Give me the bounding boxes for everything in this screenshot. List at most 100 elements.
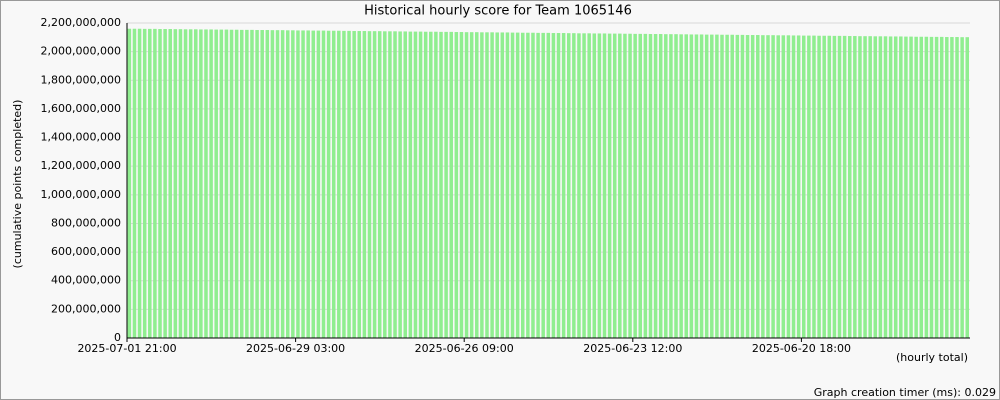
bar (745, 35, 750, 338)
bar (587, 33, 591, 339)
bar (832, 35, 837, 339)
y-tick-label: 2,000,000,000 (41, 45, 121, 58)
bar (945, 37, 949, 338)
bar (250, 29, 254, 338)
bar (965, 37, 969, 339)
bar (362, 31, 367, 338)
bar (337, 30, 341, 339)
bar (730, 34, 734, 339)
bar (526, 32, 530, 339)
bar (418, 31, 423, 338)
bar (628, 33, 632, 338)
bar (756, 35, 760, 338)
y-tick-label: 400,000,000 (51, 274, 121, 287)
bar (475, 32, 479, 338)
bar (505, 32, 510, 338)
bar (321, 30, 326, 339)
bar (403, 31, 407, 339)
bar (955, 37, 959, 338)
bar (704, 34, 709, 339)
bar (761, 35, 765, 338)
bar (638, 33, 643, 339)
x-tick-label: 2025-07-01 21:00 (77, 342, 176, 355)
y-tick-label: 1,400,000,000 (41, 131, 121, 144)
bar (301, 30, 305, 338)
bar (331, 30, 336, 339)
bar (347, 30, 351, 338)
bar (367, 31, 372, 338)
bar (791, 35, 796, 338)
bar (209, 29, 213, 339)
bar (388, 31, 392, 339)
bar (316, 30, 321, 339)
bar (546, 32, 551, 338)
bar (786, 35, 791, 339)
bar (153, 28, 157, 339)
bar (495, 32, 499, 338)
bar (454, 32, 459, 339)
bar (750, 35, 755, 338)
bar (623, 33, 627, 338)
bar (771, 35, 775, 338)
y-tick-label: 1,200,000,000 (41, 159, 121, 172)
bar (863, 36, 867, 338)
bar (924, 36, 929, 338)
bar (648, 34, 653, 339)
bar (847, 36, 852, 339)
bar (199, 29, 203, 339)
bar (214, 29, 218, 338)
bar (904, 36, 908, 339)
bar (449, 31, 453, 339)
bar (899, 36, 903, 338)
bar (352, 31, 356, 338)
bar (766, 35, 770, 338)
bar (234, 29, 239, 338)
bar (500, 32, 505, 338)
bar (444, 31, 448, 339)
bar (827, 35, 832, 338)
bar (837, 35, 842, 339)
bar (541, 32, 545, 338)
bar (521, 32, 525, 339)
bar (842, 35, 847, 339)
bar (194, 29, 198, 339)
footer: Graph creation timer (ms): 0.029 (814, 386, 996, 399)
bar (490, 32, 494, 338)
y-tick-label: 0 (114, 331, 121, 344)
bar (183, 29, 188, 339)
bar (158, 29, 162, 338)
bar (812, 35, 816, 338)
bar (934, 36, 939, 338)
bar (434, 31, 438, 338)
bar (776, 35, 780, 339)
bar (740, 34, 745, 338)
bar (939, 36, 944, 338)
bar (817, 35, 821, 338)
bar (423, 31, 428, 338)
bar (653, 34, 658, 339)
bar (607, 33, 612, 338)
bar (464, 32, 469, 338)
bar (357, 31, 362, 338)
bar (148, 28, 152, 339)
bar (255, 30, 259, 339)
bar (326, 30, 331, 339)
bar (408, 31, 413, 338)
bar (245, 29, 249, 338)
bar (204, 29, 208, 339)
bar (137, 28, 142, 339)
y-tick-label: 1,000,000,000 (41, 188, 121, 201)
bar (485, 32, 489, 338)
bar (909, 36, 913, 339)
bar (929, 36, 934, 338)
bar (664, 34, 668, 338)
bar (536, 32, 540, 338)
bar (888, 36, 893, 338)
bar (188, 29, 193, 339)
y-axis-label: (cumulative points completed) (11, 100, 24, 269)
bar (689, 34, 694, 339)
bar (720, 34, 724, 339)
bar (515, 32, 520, 339)
bar (132, 28, 137, 339)
